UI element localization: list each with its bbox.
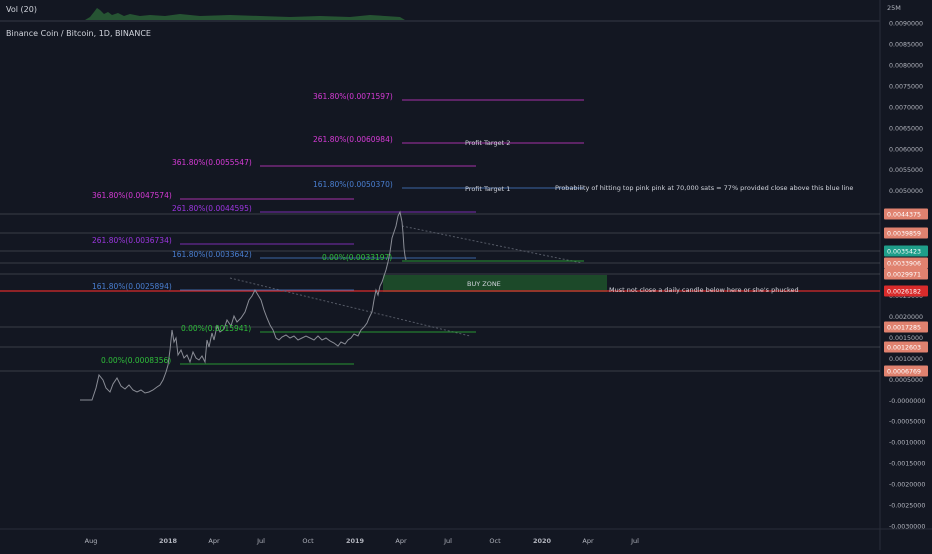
price-tag-label: 0.0017285: [887, 325, 921, 332]
price-tag-label: 0.0035423: [887, 249, 921, 256]
x-axis-tick-label: Jul: [630, 537, 639, 545]
y-axis-tick-label: 0.0075000: [889, 83, 923, 90]
y-axis-tick-label: 0.0005000: [889, 377, 923, 384]
price-tag-label: 0.0033906: [887, 261, 921, 268]
y-axis-tick-label: -0.0010000: [889, 440, 925, 447]
price-tag-label: 0.0012603: [887, 345, 921, 352]
x-axis-tick-label: Aug: [85, 537, 98, 545]
y-axis-tick-label: -0.0000000: [889, 398, 925, 405]
price-tag: [884, 257, 928, 269]
price-tag: [884, 321, 928, 333]
y-axis-tick-label: 0.0085000: [889, 41, 923, 48]
x-axis-tick-label: Apr: [582, 537, 594, 545]
x-axis-tick-label: 2020: [533, 537, 552, 545]
price-tag: [884, 365, 928, 377]
profit-target-1-label: Profit Target 1: [465, 185, 510, 193]
buy-zone-label: BUY ZONE: [467, 280, 501, 288]
y-axis-tick-label: -0.0020000: [889, 482, 925, 489]
buy-zone-box: [383, 275, 607, 292]
price-tag-label: 0.0006769: [887, 369, 921, 376]
y-axis-tick-label: 0.0060000: [889, 146, 923, 153]
price-series: [80, 210, 407, 401]
fib-level-label: 0.00%(0.0008356): [101, 356, 171, 365]
fib-level-label: 261.80%(0.0044595): [172, 204, 252, 213]
symbol-title: Binance Coin / Bitcoin, 1D, BINANCE: [6, 29, 151, 38]
y-axis-tick-label: 0.0065000: [889, 125, 923, 132]
y-axis-tick-label: 0.0015000: [889, 335, 923, 342]
fib-level-label: 261.80%(0.0060984): [313, 135, 393, 144]
fib-level-label: 161.80%(0.0050370): [313, 180, 393, 189]
price-tag-label: 0.0044375: [887, 212, 921, 219]
fib-level-label: 261.80%(0.0036734): [92, 236, 172, 245]
x-axis-tick-label: Jul: [443, 537, 452, 545]
trendline-upper: [401, 225, 583, 264]
probability-note: Probability of hitting top pink pink at …: [555, 184, 853, 192]
y-axis-tick-label: -0.0025000: [889, 503, 925, 510]
x-axis-tick-label: 2018: [159, 537, 178, 545]
x-axis-tick-label: Oct: [302, 537, 314, 545]
price-tag-label: 0.0029971: [887, 272, 921, 279]
fib-level-label: 161.80%(0.0025894): [92, 282, 172, 291]
profit-target-2-label: Profit Target 2: [465, 139, 510, 147]
y-axis-tick-label: 0.0050000: [889, 188, 923, 195]
y-axis-tick-label: 0.0080000: [889, 62, 923, 69]
volume-indicator-label[interactable]: Vol (20): [6, 5, 37, 14]
price-tag: [884, 341, 928, 353]
x-axis-tick-label: Jul: [256, 537, 265, 545]
price-tag: [884, 285, 928, 297]
fib-level-label: 361.80%(0.0055547): [172, 158, 252, 167]
price-tag-label: 0.0026182: [887, 289, 921, 296]
fib-level-label: 361.80%(0.0047574): [92, 191, 172, 200]
fib-level-label: 161.80%(0.0033642): [172, 250, 252, 259]
y-axis-tick-label: -0.0015000: [889, 461, 925, 468]
price-tag: [884, 268, 928, 280]
x-axis-tick-label: Oct: [489, 537, 501, 545]
x-axis-tick-label: Apr: [208, 537, 220, 545]
fib-level-label: 361.80%(0.0071597): [313, 92, 393, 101]
y-axis-tick-label: 0.0055000: [889, 167, 923, 174]
fib-level-label: 0.00%(0.0015941): [181, 324, 251, 333]
y-axis-tick-label: 0.0070000: [889, 104, 923, 111]
price-tag: [884, 227, 928, 239]
price-tag: [884, 245, 928, 257]
x-axis-tick-label: 2019: [346, 537, 365, 545]
trendline-lower: [229, 277, 471, 337]
price-tag-label: 0.0039859: [887, 231, 921, 238]
price-tag: [884, 208, 928, 220]
volume-histogram: [85, 8, 405, 20]
warning-note: Must not close a daily candle below here…: [609, 286, 799, 294]
y-axis-tick-label: 0.0010000: [889, 356, 923, 363]
y-axis-tick-label: -0.0030000: [889, 524, 925, 531]
y-axis-tick-label: -0.0005000: [889, 419, 925, 426]
volume-axis-label: 25M: [887, 4, 901, 12]
y-axis-tick-label: 0.0090000: [889, 21, 923, 28]
fib-level-label: 0.00%(0.0033197): [322, 253, 392, 262]
y-axis-tick-label: 0.0020000: [889, 314, 923, 321]
x-axis-tick-label: Apr: [395, 537, 407, 545]
